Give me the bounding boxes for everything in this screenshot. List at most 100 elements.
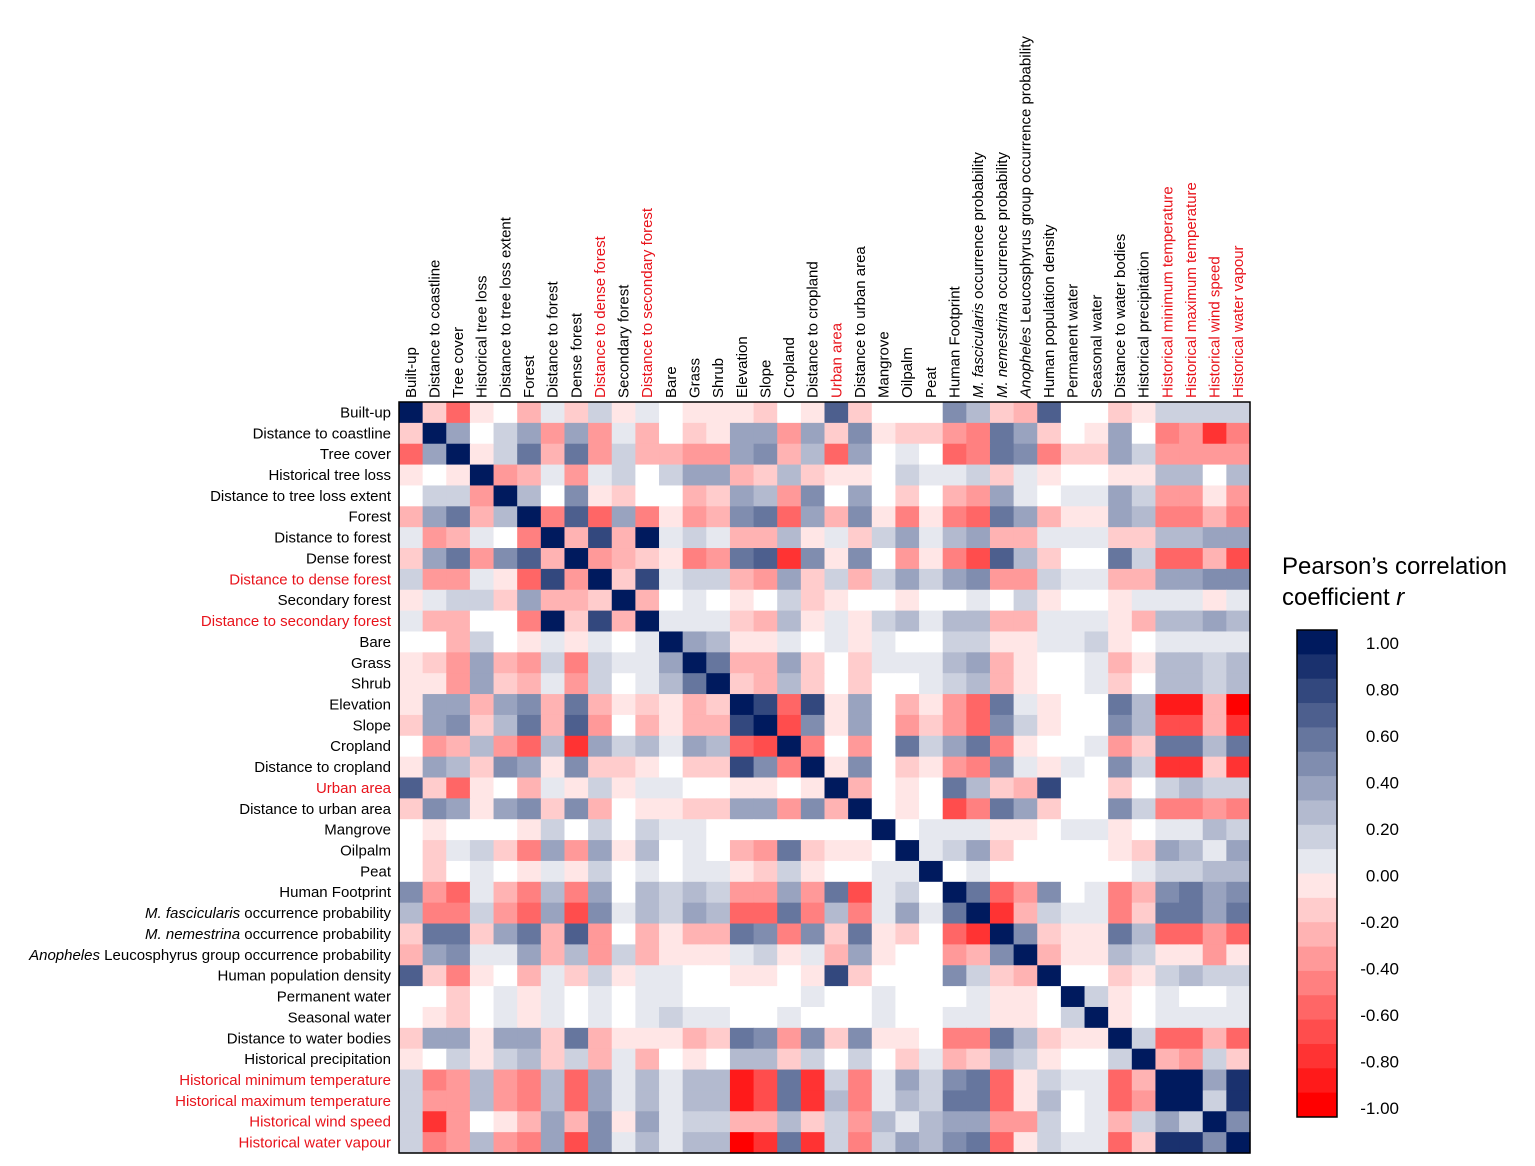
heatmap-cell — [824, 1048, 849, 1071]
heatmap-cell — [399, 443, 424, 466]
heatmap-cell — [989, 986, 1015, 1008]
heatmap-cell — [540, 1027, 566, 1050]
heatmap-cell — [729, 673, 755, 695]
heatmap-cell — [611, 1069, 636, 1092]
legend-tick-label: 0.60 — [1366, 727, 1399, 746]
heatmap-cell — [942, 840, 967, 862]
column-label: Historical wind speed — [1207, 256, 1224, 398]
heatmap-cell — [1179, 1069, 1204, 1092]
heatmap-cell — [824, 860, 849, 883]
heatmap-cell — [942, 923, 967, 945]
heatmap-cell — [493, 548, 518, 570]
heatmap-cell — [1084, 1111, 1109, 1133]
heatmap-cell — [989, 589, 1015, 612]
heatmap-cell — [919, 840, 944, 862]
heatmap-cell — [446, 1090, 471, 1112]
heatmap-cell — [422, 756, 447, 779]
heatmap-cell — [517, 673, 542, 695]
heatmap-cell — [1131, 694, 1157, 716]
heatmap-cell — [588, 777, 613, 799]
heatmap-cell — [942, 714, 967, 737]
heatmap-cell — [1108, 735, 1133, 758]
heatmap-cell — [729, 840, 755, 862]
heatmap-cell — [659, 1132, 684, 1154]
heatmap-cell — [446, 840, 471, 862]
heatmap-cell — [871, 819, 897, 841]
heatmap-cell — [942, 735, 967, 758]
heatmap-cell — [1013, 506, 1038, 528]
heatmap-cell — [1226, 986, 1251, 1008]
heatmap-cell — [871, 1006, 897, 1029]
heatmap-cell — [1155, 735, 1180, 758]
row-label: Seasonal water — [288, 1009, 391, 1026]
column-label: Anopheles Leucosphyrus group occurrence … — [1017, 36, 1034, 399]
heatmap-cell — [1084, 840, 1109, 862]
heatmap-cell — [422, 819, 447, 841]
heatmap-cell — [989, 1048, 1015, 1071]
heatmap-cell — [1108, 694, 1133, 716]
heatmap-cell — [446, 923, 471, 945]
heatmap-cell — [753, 631, 778, 653]
heatmap-cell — [540, 1048, 566, 1071]
heatmap-cell — [989, 735, 1015, 758]
heatmap-cell — [1179, 631, 1204, 653]
heatmap-cell — [1226, 527, 1251, 549]
heatmap-cell — [659, 1090, 684, 1112]
heatmap-cell — [871, 902, 897, 925]
heatmap-cell — [659, 756, 684, 779]
column-label: Distance to urban area — [852, 246, 869, 398]
heatmap-cell — [942, 777, 967, 799]
heatmap-cell — [800, 402, 826, 424]
heatmap-cell — [942, 589, 967, 612]
heatmap-cell — [1202, 443, 1227, 466]
row-label: Distance to cropland — [254, 759, 391, 776]
column-label: Grass — [686, 358, 703, 398]
heatmap-cell — [753, 756, 778, 779]
heatmap-cell — [682, 777, 707, 799]
heatmap-cell — [919, 652, 944, 674]
heatmap-cell — [729, 589, 755, 612]
heatmap-cell — [871, 756, 897, 779]
heatmap-cell — [422, 506, 447, 528]
heatmap-cell — [635, 443, 660, 466]
heatmap-cell — [469, 673, 495, 695]
heatmap-cell — [493, 965, 518, 987]
heatmap-cell — [517, 652, 542, 674]
heatmap-cell — [989, 610, 1015, 633]
heatmap-cell — [919, 986, 944, 1008]
heatmap-cell — [1155, 568, 1180, 591]
heatmap-cell — [446, 819, 471, 841]
heatmap-cell — [989, 402, 1015, 424]
heatmap-cell — [942, 506, 967, 528]
heatmap-cell — [1131, 568, 1157, 591]
row-label: Historical water vapour — [238, 1135, 391, 1152]
heatmap-cell — [399, 798, 424, 820]
heatmap-cell — [966, 840, 991, 862]
heatmap-cell — [493, 735, 518, 758]
heatmap-cell — [1131, 610, 1157, 633]
heatmap-cell — [848, 860, 873, 883]
heatmap-cell — [989, 1027, 1015, 1050]
heatmap-cell — [753, 443, 778, 466]
heatmap-cell — [1179, 1132, 1204, 1154]
heatmap-cell — [469, 1006, 495, 1029]
heatmap-cell — [682, 610, 707, 633]
column-label: Historical precipitation — [1136, 251, 1153, 398]
heatmap-cell — [446, 986, 471, 1008]
heatmap-cell — [493, 402, 518, 424]
heatmap-cell — [446, 506, 471, 528]
heatmap-cell — [611, 881, 636, 904]
heatmap-cell — [682, 1069, 707, 1092]
heatmap-cell — [588, 422, 613, 445]
heatmap-cell — [469, 1048, 495, 1071]
heatmap-cell — [493, 714, 518, 737]
heatmap-cell — [777, 819, 802, 841]
heatmap-cell — [564, 735, 589, 758]
heatmap-cell — [1226, 1111, 1251, 1133]
heatmap-cell — [729, 923, 755, 945]
matrix-frame — [398, 401, 1251, 1154]
heatmap-cell — [564, 798, 589, 820]
heatmap-cell — [1037, 568, 1062, 591]
legend-tick-label: 0.20 — [1366, 820, 1399, 839]
